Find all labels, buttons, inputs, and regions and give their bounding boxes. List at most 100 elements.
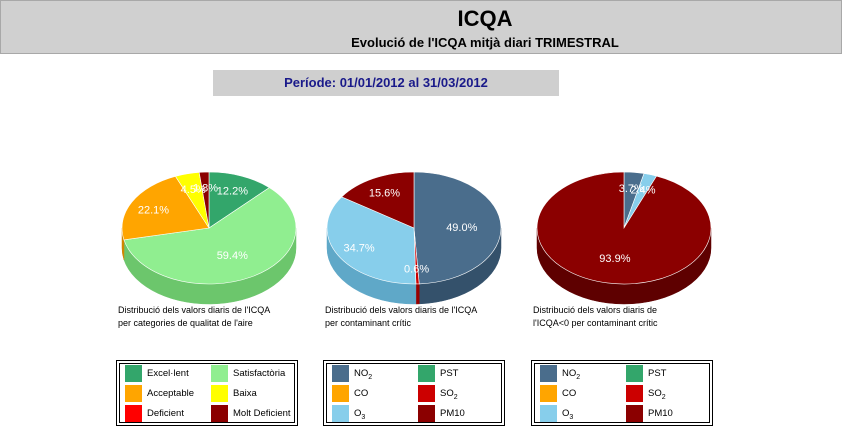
legend-swatch (418, 365, 435, 382)
legend-label-text: PST (440, 368, 459, 379)
legend-label: NO2 (354, 368, 372, 381)
legend-quality-categories: Excel·lent Satisfactòria Acceptable Baixa De… (116, 360, 298, 426)
caption-line: per categories de qualitat de l'aire (118, 318, 253, 328)
legend-label: O3 (354, 408, 365, 421)
pie-slice-molt-deficient (198, 171, 210, 229)
page-title: ICQA (457, 6, 513, 31)
pie-data-label: 3.7% (619, 183, 644, 195)
page-subtitle: Evolució de l'ICQA mitjà diari TRIMESTRA… (351, 35, 619, 50)
legend-label: CO (562, 388, 576, 399)
legend-label: PST (648, 368, 666, 379)
legend-label: PM10 (648, 408, 673, 419)
pie-data-label: 15.6% (369, 187, 400, 199)
legend-swatch (332, 385, 349, 402)
pie-slice-satisfact-ria (123, 187, 297, 285)
pie-data-label: 2.4% (630, 185, 655, 197)
legend-label-text: O (354, 408, 362, 419)
pie-slice-pm10 (341, 171, 415, 229)
legend-swatch (540, 405, 557, 422)
pie-data-label: 12.2% (217, 186, 248, 198)
legend-swatch (418, 385, 435, 402)
legend-label-text: SO (648, 388, 662, 399)
caption-line: l'ICQA<0 per contaminant crític (533, 318, 658, 328)
legend-label-text: SO (440, 388, 454, 399)
pie-data-label: 93.9% (599, 253, 630, 265)
legend-swatch (211, 385, 228, 402)
legend-swatch (626, 405, 643, 422)
legend-label: Excel·lent (147, 368, 189, 379)
legend-swatch (125, 365, 142, 382)
pie-data-label: 59.4% (217, 250, 248, 262)
legend-swatch (125, 385, 142, 402)
legend-label-text: Deficient (147, 408, 184, 419)
caption-critical-pollutant: Distribució dels valors diaris de l'ICQA… (325, 304, 525, 330)
legend-label: SO2 (648, 388, 666, 401)
pie-slice-acceptable (121, 175, 210, 241)
pie-chart-quality-categories: 12.2% 59.4% 22.1% 4.5%1.8% (121, 171, 297, 305)
legend-label: Satisfactòria (233, 368, 285, 379)
legend-swatch (125, 405, 142, 422)
legend-label-subscript: 3 (361, 413, 366, 421)
report-header: ICQA Evolució de l'ICQA mitjà diari TRIM… (0, 0, 842, 54)
pie-slice-no2 (413, 171, 502, 285)
pie-chart-critical-pollutant: 49.0% 0.6% 34.7% 15.6% (326, 171, 502, 305)
legend-label-text: NO (562, 368, 577, 379)
legend-label: NO2 (562, 368, 580, 381)
legend-label: PM10 (440, 408, 465, 419)
legend-label: Molt Deficient (233, 408, 291, 419)
pie-data-label: 4.5% (181, 184, 206, 196)
legend-swatch (626, 385, 643, 402)
legend-label-text: NO (354, 368, 369, 379)
pie-data-label: 49.0% (446, 222, 477, 234)
pie-chart-critical-pollutant-negative: 3.7%2.4% 93.9% (536, 171, 712, 305)
legend-swatch (418, 405, 435, 422)
pie-side-so2 (415, 283, 420, 305)
period-banner: Període: 01/01/2012 al 31/03/2012 (213, 70, 559, 96)
legend-label-text: PM10 (648, 408, 673, 419)
legend-swatch (540, 365, 557, 382)
caption-quality-categories: Distribució dels valors diaris de l'ICQA… (118, 304, 318, 330)
caption-critical-pollutant-negative: Distribució dels valors diaris de l'ICQA… (533, 304, 733, 330)
legend-label: CO (354, 388, 368, 399)
legend-swatch (332, 405, 349, 422)
legend-label: Baixa (233, 388, 257, 399)
legend-label-text: PM10 (440, 408, 465, 419)
pie-data-label: 34.7% (343, 242, 374, 254)
legend-label: Acceptable (147, 388, 194, 399)
caption-line: per contaminant crític (325, 318, 412, 328)
legend-label-text: Satisfactòria (233, 368, 286, 379)
legend-label-text: CO (354, 388, 369, 399)
caption-line: Distribució dels valors diaris de (533, 305, 658, 315)
legend-label-subscript: 2 (453, 393, 458, 401)
legend-swatch (211, 405, 228, 422)
legend-label-subscript: 3 (569, 413, 574, 421)
legend-label-text: O (562, 408, 570, 419)
legend-label-text: CO (562, 388, 577, 399)
legend-label-text: Molt Deficient (233, 408, 291, 419)
legend-label-subscript: 2 (661, 393, 666, 401)
pie-data-label: 0.6% (404, 263, 429, 275)
pie-slice-o3 (326, 196, 417, 285)
legend-label: SO2 (440, 388, 458, 401)
caption-line: Distribució dels valors diaris de l'ICQA (118, 305, 271, 315)
legend-swatch (211, 365, 228, 382)
legend-swatch (332, 365, 349, 382)
legend-critical-pollutant: NO2 PST CO SO2 O3 PM10 (323, 360, 505, 426)
pie-data-label: 1.8% (193, 183, 218, 195)
legend-label: PST (440, 368, 458, 379)
legend-label: O3 (562, 408, 573, 421)
legend-label-subscript: 2 (576, 373, 581, 381)
legend-label: Deficient (147, 408, 184, 419)
legend-label-text: PST (648, 368, 667, 379)
legend-label-text: Baixa (233, 388, 257, 399)
legend-label-text: Acceptable (147, 388, 195, 399)
pie-data-label: 22.1% (138, 204, 169, 216)
pie-slice-pm10 (536, 171, 712, 285)
legend-swatch (540, 385, 557, 402)
legend-swatch (626, 365, 643, 382)
legend-critical-pollutant-negative: NO2 PST CO SO2 O3 PM10 (531, 360, 713, 426)
pie-slice-excel-lent (208, 171, 270, 229)
caption-line: Distribució dels valors diaris de l'ICQA (325, 305, 478, 315)
legend-label-subscript: 2 (368, 373, 373, 381)
legend-label-text: Excel·lent (147, 368, 189, 379)
